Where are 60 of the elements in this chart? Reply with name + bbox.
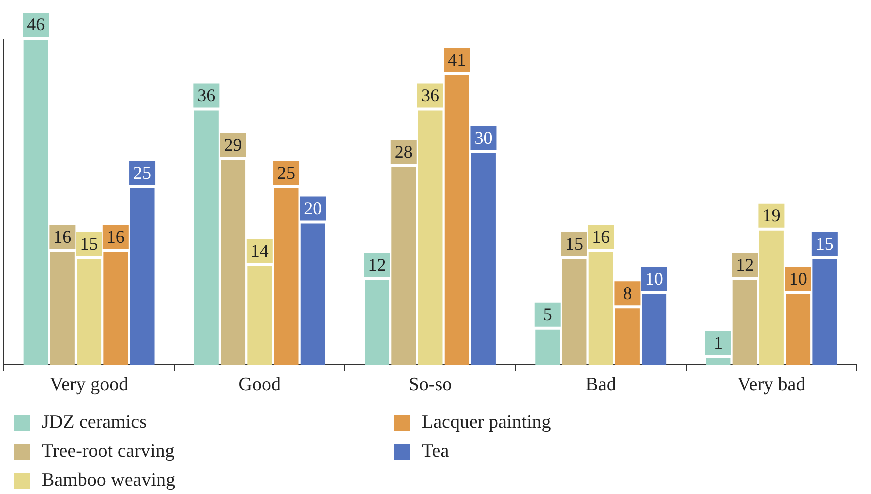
bar: [194, 110, 219, 366]
bar: [392, 167, 416, 366]
x-tick-label: Bad: [586, 374, 617, 396]
bar: [104, 252, 128, 366]
data-label: 25: [278, 163, 296, 184]
data-label: 16: [106, 226, 125, 247]
data-label: 10: [645, 269, 664, 290]
bar: [130, 188, 155, 366]
data-label: 14: [250, 240, 269, 261]
data-label: 5: [543, 304, 552, 325]
data-label: 8: [623, 283, 632, 304]
bar: [274, 188, 299, 366]
bar: [759, 230, 784, 366]
x-tick-label: Very bad: [738, 374, 806, 396]
bar: [77, 259, 102, 366]
legend-label: Bamboo weaving: [42, 470, 176, 492]
bar: [418, 110, 443, 366]
bar: [706, 358, 731, 366]
bar: [24, 40, 48, 366]
bar: [732, 280, 758, 366]
data-label: 29: [224, 134, 242, 155]
data-label: 28: [394, 142, 413, 162]
bar: [300, 224, 326, 366]
data-label: 15: [565, 234, 584, 254]
data-label: 12: [736, 255, 754, 276]
legend-label: Lacquer painting: [422, 412, 552, 434]
bar: [786, 294, 811, 366]
data-label: 36: [422, 85, 440, 106]
data-label: 16: [54, 226, 72, 247]
legend-label: Tree-root carving: [42, 440, 175, 462]
data-label: 10: [789, 269, 808, 290]
bar: [536, 330, 560, 366]
bar: [221, 160, 246, 366]
legend-label: Tea: [422, 440, 450, 462]
data-label: 16: [592, 226, 610, 247]
bar: [444, 75, 470, 366]
data-label: 20: [304, 198, 322, 219]
bar: [365, 280, 390, 366]
data-label: 15: [816, 234, 834, 254]
data-label: 19: [762, 206, 781, 226]
data-label: 46: [27, 14, 46, 35]
data-label: 1: [714, 332, 723, 353]
bar: [812, 259, 838, 366]
x-tick-label: Very good: [50, 374, 130, 396]
data-label: 12: [368, 255, 386, 276]
data-label: 30: [474, 128, 493, 148]
bar: [471, 153, 496, 366]
data-label: 25: [134, 163, 152, 184]
legend-label: JDZ ceramics: [42, 412, 147, 434]
data-label: 36: [198, 85, 216, 106]
x-tick-label: So-so: [408, 374, 452, 396]
bar: [248, 266, 272, 366]
bar: [562, 259, 587, 366]
data-label: 41: [448, 50, 466, 70]
x-tick-label: Good: [238, 374, 282, 396]
bar: [588, 252, 614, 366]
data-label: 15: [80, 234, 98, 254]
bar: [50, 252, 75, 366]
bar: [615, 308, 640, 366]
bar: [642, 294, 667, 366]
